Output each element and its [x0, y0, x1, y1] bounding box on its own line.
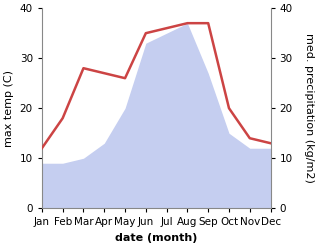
Y-axis label: max temp (C): max temp (C)	[4, 70, 14, 147]
Y-axis label: med. precipitation (kg/m2): med. precipitation (kg/m2)	[304, 33, 314, 183]
X-axis label: date (month): date (month)	[115, 233, 197, 243]
